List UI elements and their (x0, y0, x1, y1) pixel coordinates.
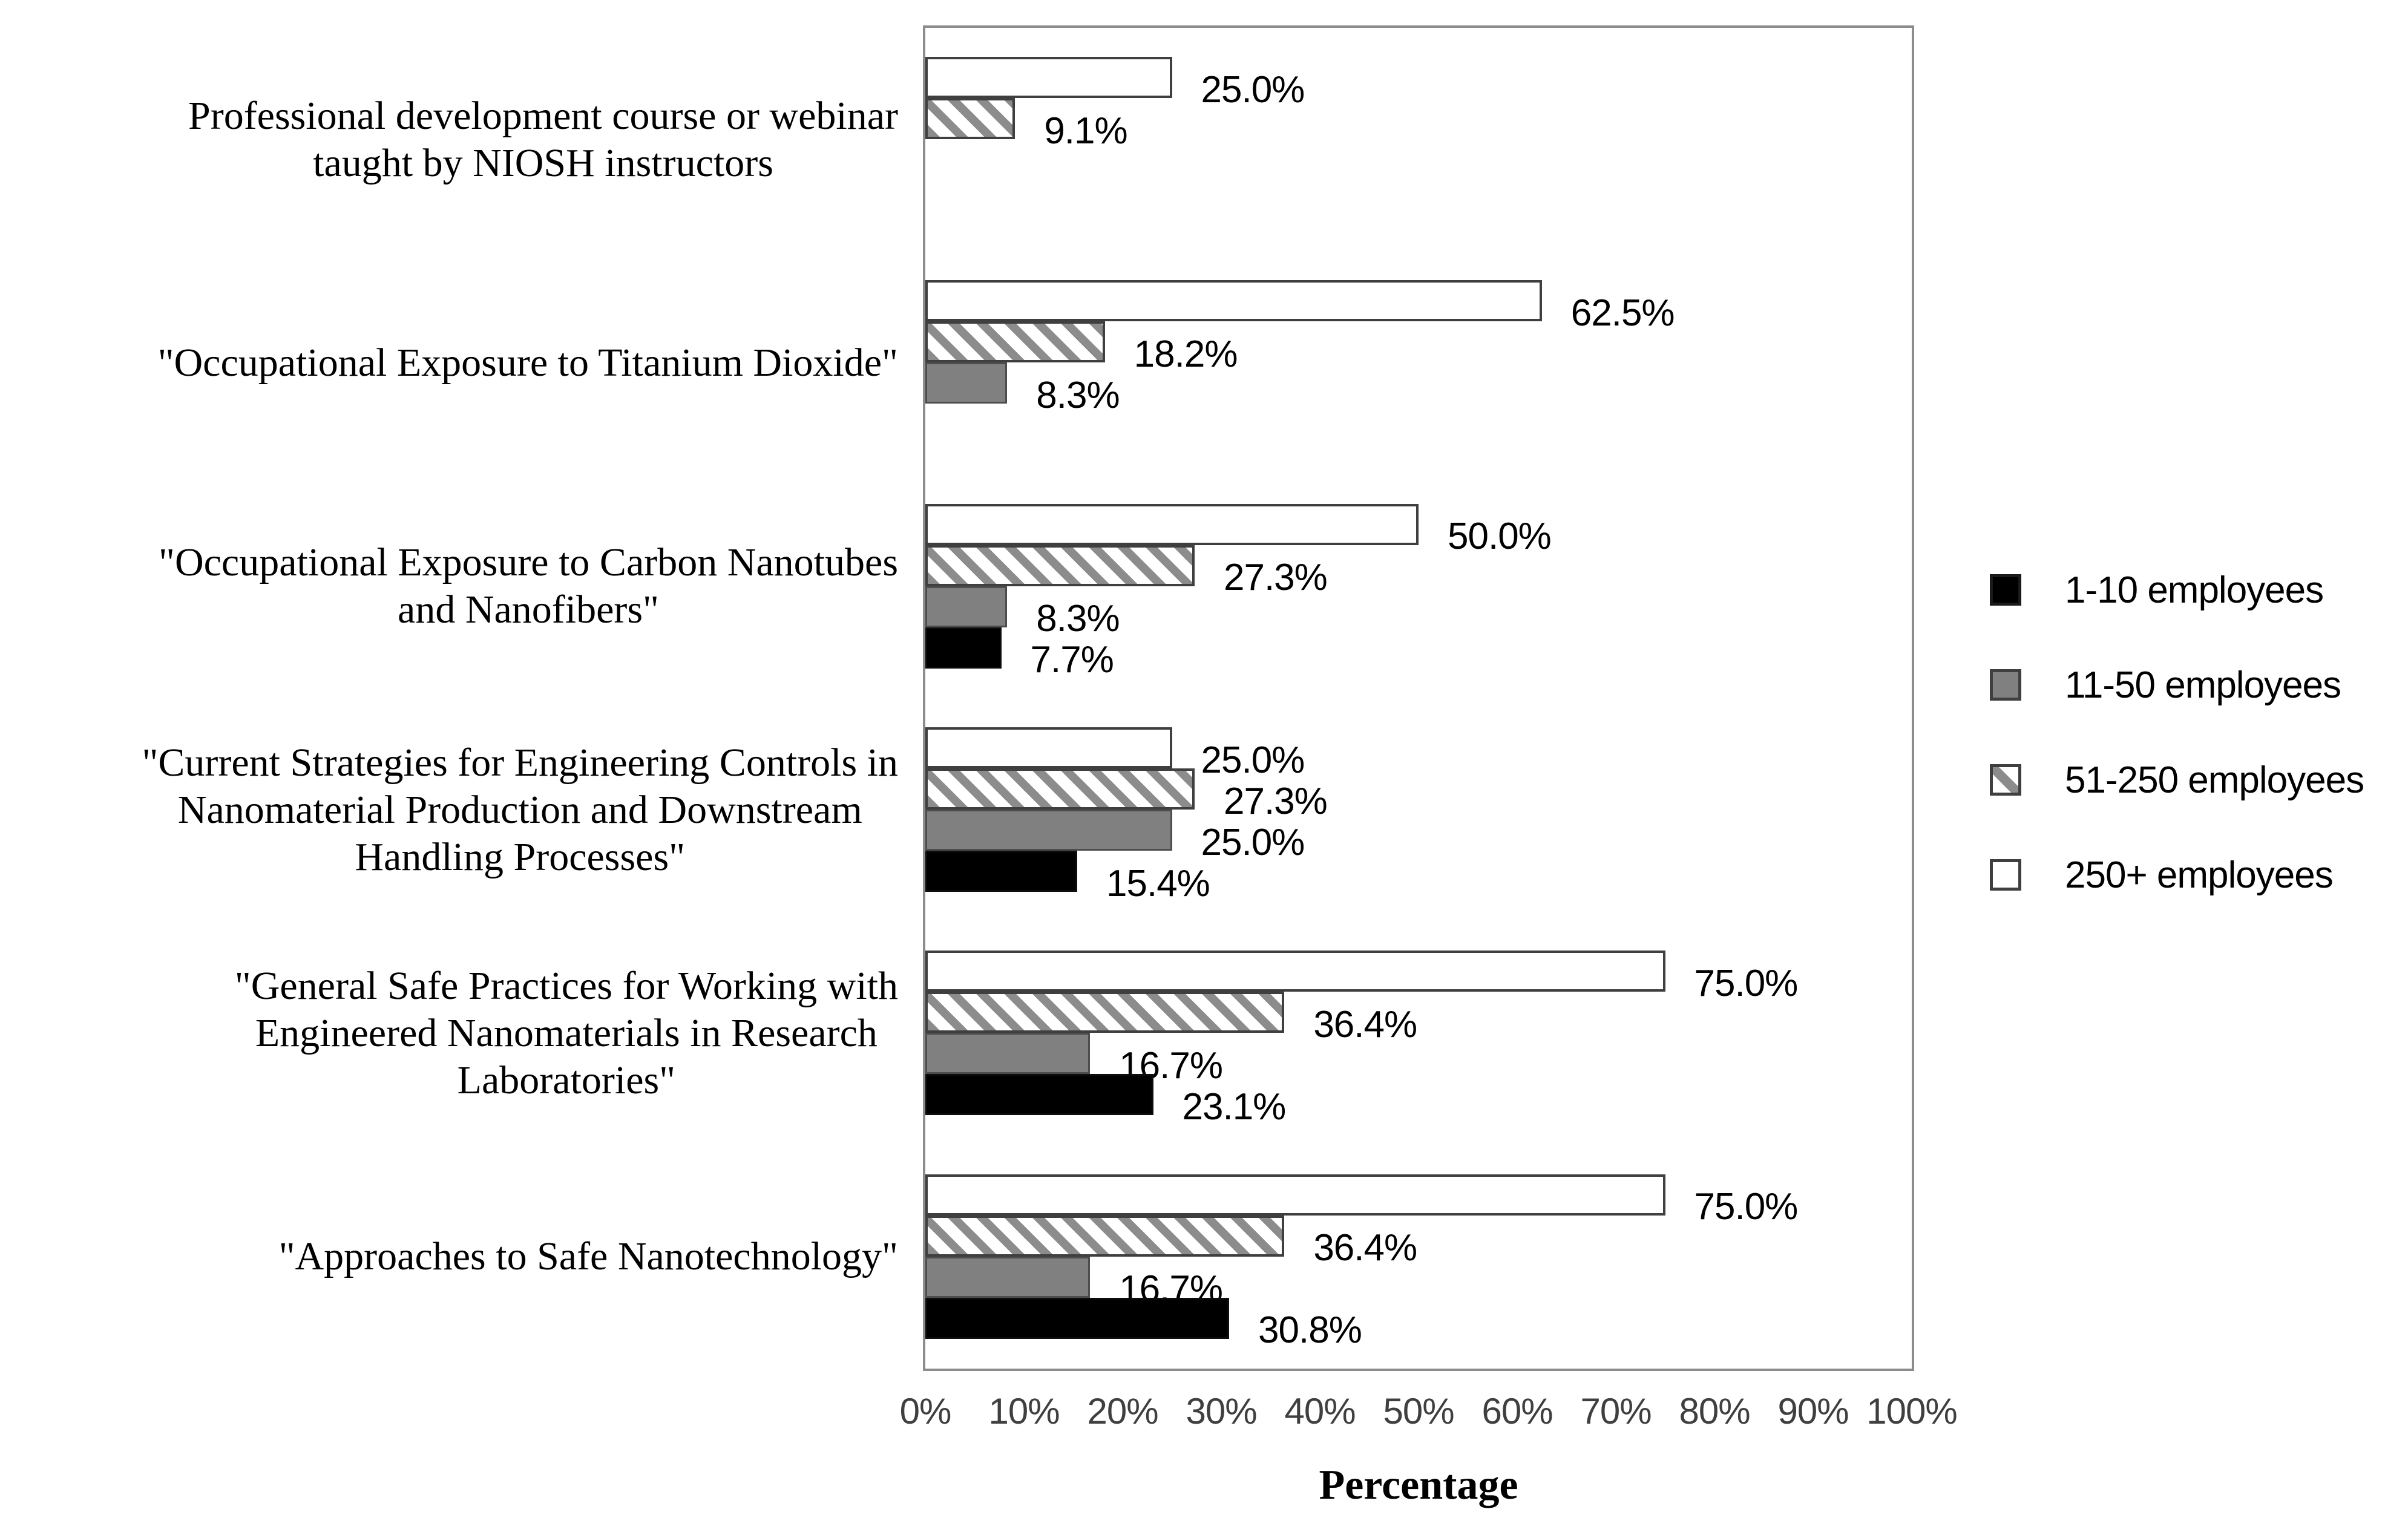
bar-value-label: 25.0% (1201, 68, 1305, 111)
legend-label: 1-10 employees (2065, 569, 2324, 611)
bar-value-label: 62.5% (1570, 292, 1675, 334)
bar-value-label: 25.0% (1201, 739, 1305, 781)
legend-swatch-white-icon (1990, 859, 2021, 891)
bar-value-label: 9.1% (1044, 110, 1127, 152)
x-axis-tick-label: 20% (1087, 1390, 1158, 1432)
bar (925, 503, 1419, 545)
x-axis-tick-label: 60% (1481, 1390, 1553, 1432)
legend-label: 250+ employees (2065, 854, 2334, 896)
bar (925, 1215, 1285, 1257)
category-band: Professional development course or webin… (0, 28, 898, 251)
legend-item: 250+ employees (1990, 853, 2334, 897)
x-axis-tick: 20% (1087, 1389, 1193, 1433)
x-axis-tick-label: 40% (1284, 1390, 1356, 1432)
bar-value-label: 7.7% (1030, 639, 1114, 681)
legend-item: 1-10 employees (1990, 568, 2324, 612)
category-band: "Occupational Exposure to Titanium Dioxi… (0, 251, 898, 474)
x-axis-tick-label: 0% (899, 1390, 952, 1432)
category-band: "Occupational Exposure to Carbon Nanotub… (0, 475, 898, 698)
bar (925, 321, 1105, 363)
bar (925, 992, 1285, 1033)
x-axis-tick: 0% (900, 1389, 977, 1433)
x-axis-tick: 10% (988, 1389, 1095, 1433)
category-label: "Current Strategies for Engineering Cont… (142, 740, 898, 879)
x-axis-tick-label: 100% (1866, 1390, 1957, 1432)
category-band: "Approaches to Safe Nanotechnology" (0, 1145, 898, 1369)
bar (925, 1297, 1230, 1339)
bar-value-label: 36.4% (1313, 1003, 1417, 1046)
bar (925, 1174, 1665, 1216)
bar-value-label: 36.4% (1313, 1227, 1417, 1269)
x-axis-tick: 50% (1383, 1389, 1489, 1433)
x-axis-tick-label: 80% (1679, 1390, 1750, 1432)
legend-label: 51-250 employees (2065, 759, 2364, 801)
bar (925, 545, 1195, 586)
bar (925, 362, 1008, 404)
bar (925, 98, 1015, 139)
bar (925, 627, 1002, 669)
bar-value-label: 27.3% (1223, 557, 1328, 599)
bar-value-label: 75.0% (1694, 1186, 1799, 1228)
category-band: "General Safe Practices for Working with… (0, 921, 898, 1145)
bar (925, 586, 1008, 627)
bar-value-label: 50.0% (1448, 515, 1552, 558)
bar-value-label: 27.3% (1223, 780, 1328, 822)
bar (925, 57, 1172, 98)
legend-swatch-black-icon (1990, 574, 2021, 606)
plot-area (923, 25, 1914, 1371)
legend-item: 11-50 employees (1990, 663, 2341, 707)
x-axis-tick: 30% (1186, 1389, 1292, 1433)
x-axis-tick-label: 70% (1580, 1390, 1652, 1432)
bar-value-label: 30.8% (1258, 1309, 1362, 1352)
x-axis-tick-label: 90% (1777, 1390, 1849, 1432)
x-axis-tick-label: 30% (1186, 1390, 1257, 1432)
category-label: "General Safe Practices for Working with… (234, 963, 898, 1102)
category-label: "Occupational Exposure to Titanium Dioxi… (157, 340, 898, 385)
x-axis-tick: 100% (1866, 1389, 2002, 1433)
x-axis-tick: 90% (1777, 1389, 1884, 1433)
x-axis-title: Percentage (1319, 1462, 1518, 1508)
x-axis-tick-label: 50% (1383, 1390, 1454, 1432)
x-axis-tick: 40% (1284, 1389, 1391, 1433)
x-axis-tick: 80% (1679, 1389, 1785, 1433)
bar (925, 810, 1172, 851)
bar (925, 727, 1172, 768)
bar (925, 1074, 1153, 1116)
bar (925, 768, 1195, 810)
bar-value-label: 15.4% (1106, 862, 1210, 905)
category-label: "Occupational Exposure to Carbon Nanotub… (159, 540, 898, 632)
legend-swatch-gray-icon (1990, 669, 2021, 701)
bar-value-label: 8.3% (1036, 374, 1120, 416)
bar-value-label: 18.2% (1133, 333, 1238, 375)
bar-value-label: 8.3% (1036, 598, 1120, 640)
bar-value-label: 23.1% (1182, 1085, 1287, 1128)
category-label: Professional development course or webin… (188, 93, 898, 185)
bar-value-label: 75.0% (1694, 962, 1799, 1004)
bar (925, 851, 1078, 892)
category-label: "Approaches to Safe Nanotechnology" (278, 1234, 898, 1279)
x-axis-tick-label: 10% (988, 1390, 1060, 1432)
legend-label: 11-50 employees (2065, 664, 2341, 706)
bar-value-label: 25.0% (1201, 821, 1305, 863)
bar (925, 1256, 1091, 1298)
bar (925, 1033, 1091, 1075)
x-axis-tick: 60% (1481, 1389, 1588, 1433)
legend-item: 51-250 employees (1990, 758, 2364, 802)
bar (925, 280, 1542, 322)
bar (925, 951, 1665, 992)
category-band: "Current Strategies for Engineering Cont… (0, 698, 898, 921)
x-axis-tick: 70% (1580, 1389, 1687, 1433)
legend-swatch-hatch-icon (1990, 764, 2021, 796)
